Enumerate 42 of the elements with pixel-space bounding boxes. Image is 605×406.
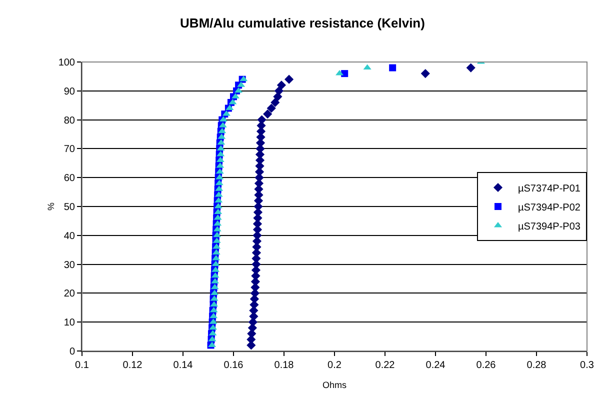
point xyxy=(234,87,243,93)
y-tick-label: 10 xyxy=(64,318,76,329)
point xyxy=(270,98,280,108)
x-tick-label: 0.2 xyxy=(328,360,342,371)
point xyxy=(420,69,430,78)
point xyxy=(466,63,476,72)
point xyxy=(266,104,276,113)
legend-label: µS7374P-P01 xyxy=(518,183,581,194)
chart-title: UBM/Alu cumulative resistance (Kelvin) xyxy=(180,15,425,30)
legend-label: µS7394P-P03 xyxy=(518,221,581,232)
y-tick-label: 60 xyxy=(64,173,76,184)
y-tick-label: 30 xyxy=(64,260,76,271)
point xyxy=(389,64,396,72)
y-tick-label: 80 xyxy=(64,115,76,126)
x-tick-label: 0.18 xyxy=(274,360,294,371)
x-tick-label: 0.3 xyxy=(580,360,594,371)
point xyxy=(363,64,372,70)
x-tick-label: 0.16 xyxy=(224,360,244,371)
point xyxy=(276,80,286,90)
y-tick-label: 0 xyxy=(69,346,76,358)
x-tick-label: 0.22 xyxy=(375,360,396,371)
y-tick-label: 20 xyxy=(64,288,76,300)
y-tick-label: 50 xyxy=(64,202,76,213)
y-tick-label: 40 xyxy=(64,230,76,242)
x-tick-label: 0.28 xyxy=(526,360,547,371)
point xyxy=(341,70,348,78)
x-tick-label: 0.1 xyxy=(75,360,90,371)
x-tick-label: 0.12 xyxy=(122,360,143,371)
x-tick-label: 0.14 xyxy=(173,360,194,371)
point xyxy=(273,92,282,102)
x-tick-label: 0.26 xyxy=(476,360,496,371)
y-tick-label: 90 xyxy=(64,86,76,98)
x-axis-title: Ohms xyxy=(322,380,347,390)
legend-label: µS7394P-P02 xyxy=(518,202,581,214)
y-tick-label: 100 xyxy=(58,58,76,68)
point xyxy=(274,86,284,96)
point xyxy=(284,74,294,84)
y-tick-label: 70 xyxy=(64,144,76,156)
x-tick-label: 0.24 xyxy=(426,360,446,371)
y-axis-title: % xyxy=(46,202,56,211)
point xyxy=(228,98,237,104)
point xyxy=(263,109,272,119)
